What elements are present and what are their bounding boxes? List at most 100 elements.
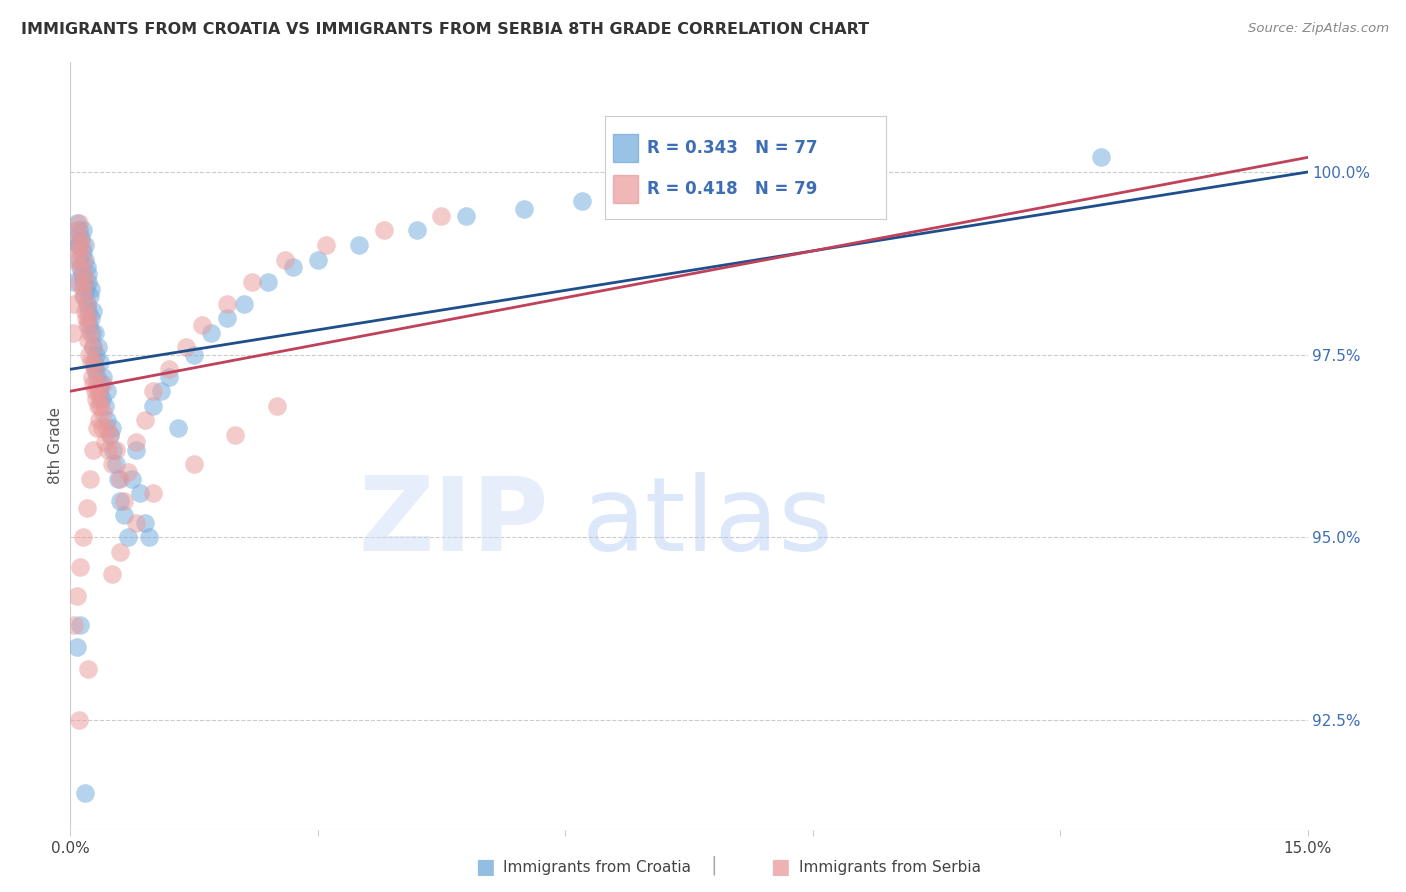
Point: [63, 275, 86, 289]
Text: Immigrants from Croatia: Immigrants from Croatia: [503, 860, 692, 874]
Point: [138, 530, 160, 544]
Point: [166, 421, 188, 435]
Point: [86, 340, 108, 354]
Point: [70, 238, 93, 252]
Point: [82, 340, 104, 354]
Point: [72, 289, 94, 303]
Point: [66, 238, 89, 252]
Point: [70, 268, 93, 282]
Point: [86, 421, 108, 435]
Point: [84, 362, 107, 376]
Point: [200, 326, 222, 340]
Point: [281, 260, 304, 274]
Point: [86, 369, 108, 384]
Point: [72, 530, 94, 544]
Text: R = 0.343   N = 77: R = 0.343 N = 77: [647, 139, 817, 157]
Text: atlas: atlas: [582, 472, 834, 574]
Point: [83, 355, 105, 369]
Point: [82, 442, 104, 457]
Point: [75, 303, 97, 318]
Point: [513, 202, 536, 216]
Point: [70, 231, 93, 245]
Point: [224, 428, 246, 442]
Point: [430, 209, 453, 223]
Point: [63, 296, 86, 310]
Point: [142, 399, 165, 413]
Point: [65, 252, 87, 267]
Point: [108, 545, 131, 559]
Point: [80, 355, 103, 369]
Point: [266, 399, 288, 413]
Point: [104, 457, 127, 471]
Text: |: |: [711, 855, 717, 875]
Point: [157, 369, 180, 384]
Point: [98, 428, 121, 442]
Text: Source: ZipAtlas.com: Source: ZipAtlas.com: [1249, 22, 1389, 36]
Point: [86, 399, 108, 413]
Point: [84, 384, 107, 399]
Point: [91, 406, 114, 420]
Point: [69, 559, 91, 574]
Point: [125, 516, 148, 530]
Point: [91, 376, 114, 391]
Point: [183, 348, 205, 362]
Point: [90, 421, 112, 435]
Point: [66, 216, 89, 230]
Point: [76, 275, 98, 289]
Point: [75, 238, 97, 252]
Point: [117, 530, 139, 544]
Point: [66, 238, 89, 252]
Point: [129, 486, 152, 500]
Point: [456, 209, 478, 223]
Point: [82, 303, 104, 318]
Point: [215, 296, 238, 310]
Point: [104, 442, 127, 457]
Point: [80, 326, 103, 340]
Point: [83, 355, 105, 369]
Point: [96, 421, 118, 435]
Text: Immigrants from Serbia: Immigrants from Serbia: [799, 860, 980, 874]
Point: [76, 501, 98, 516]
Point: [75, 282, 97, 296]
Point: [107, 472, 129, 486]
Point: [174, 340, 197, 354]
Point: [134, 516, 156, 530]
Point: [67, 223, 90, 237]
Point: [117, 465, 139, 479]
Point: [76, 296, 98, 310]
Point: [67, 245, 90, 260]
Point: [80, 369, 103, 384]
Point: [373, 223, 395, 237]
Point: [84, 326, 107, 340]
Point: [307, 252, 329, 267]
Point: [86, 376, 108, 391]
Point: [80, 282, 103, 296]
Point: [72, 223, 94, 237]
Y-axis label: 8th Grade: 8th Grade: [48, 408, 63, 484]
Point: [77, 348, 100, 362]
Point: [191, 318, 214, 333]
Point: [72, 245, 94, 260]
Point: [77, 268, 100, 282]
Text: R = 0.418   N = 79: R = 0.418 N = 79: [647, 180, 817, 198]
Point: [215, 311, 238, 326]
Point: [70, 260, 93, 274]
Point: [84, 348, 107, 362]
Point: [150, 384, 173, 399]
Point: [76, 296, 98, 310]
Point: [90, 376, 112, 391]
Point: [89, 399, 111, 413]
Point: [1090, 150, 1112, 164]
Point: [100, 421, 122, 435]
Point: [91, 369, 114, 384]
Point: [142, 486, 165, 500]
Point: [73, 289, 96, 303]
Point: [94, 435, 117, 450]
Point: [96, 413, 118, 427]
Point: [121, 472, 143, 486]
Point: [571, 194, 593, 209]
Point: [637, 186, 659, 201]
Point: [67, 713, 90, 727]
Point: [72, 275, 94, 289]
Point: [94, 399, 117, 413]
